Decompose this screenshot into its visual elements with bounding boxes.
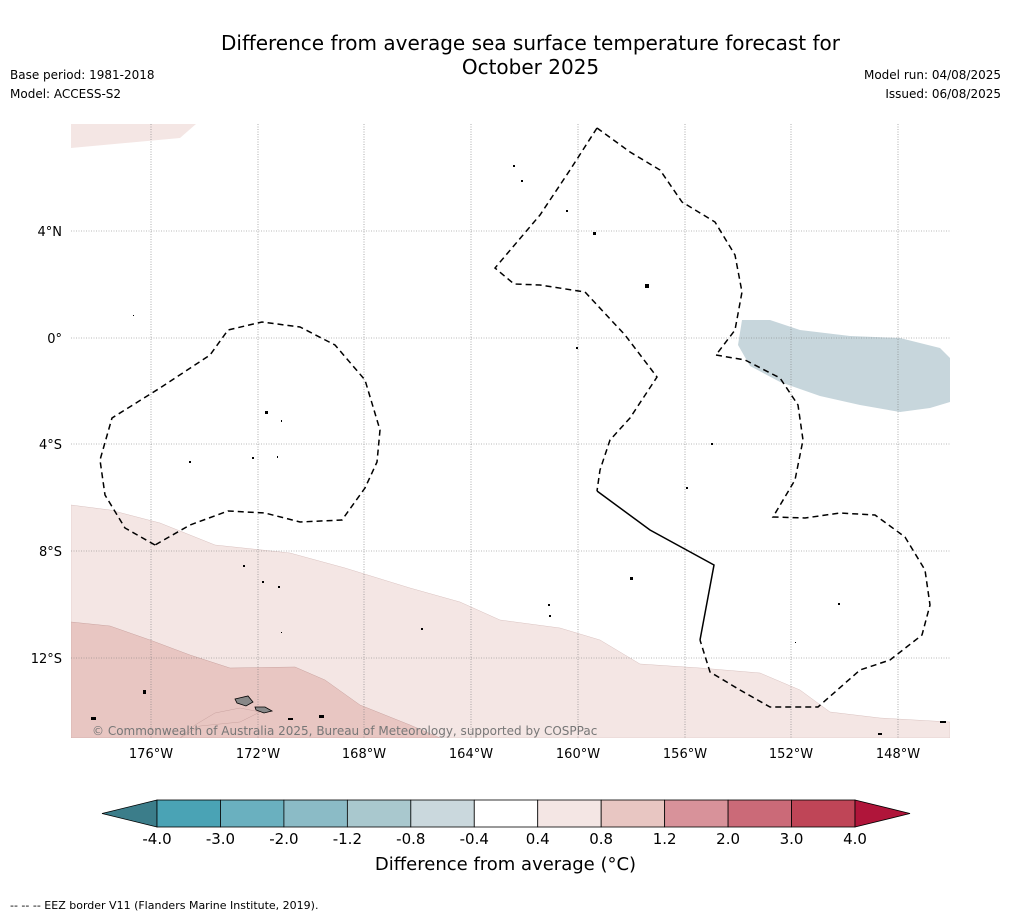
island [566, 210, 568, 212]
island [549, 615, 551, 617]
island [252, 457, 254, 459]
anomaly-region-0.4-0.8-northwest [71, 124, 196, 148]
map-area: © Commonwealth of Australia 2025, Bureau… [71, 124, 950, 738]
island [421, 628, 423, 630]
colorbar-segment [220, 799, 285, 828]
islands [91, 165, 946, 735]
colorbar-tick-label: -0.8 [396, 830, 425, 848]
colorbar-segment [600, 799, 666, 828]
eez-border-north [596, 127, 743, 356]
island [795, 642, 796, 643]
island [593, 232, 596, 235]
island [940, 721, 946, 723]
lon-label: 172°W [236, 747, 280, 762]
meta-right: Model run: 04/08/2025 Issued: 06/08/2025 [864, 66, 1001, 104]
island [243, 565, 245, 567]
island [278, 586, 280, 588]
colorbar-segment [727, 799, 792, 828]
colorbar-segment [283, 799, 348, 828]
meta-left: Base period: 1981-2018 Model: ACCESS-S2 [10, 66, 155, 104]
colorbar-tick-label: 1.2 [653, 830, 677, 848]
island [576, 347, 578, 349]
colorbar-tick-label: 0.8 [589, 830, 613, 848]
gridlines [71, 124, 950, 738]
island [265, 411, 268, 414]
colorbar-segment [473, 799, 539, 828]
lat-label: 0° [47, 332, 62, 347]
lon-label: 168°W [342, 747, 386, 762]
island [645, 284, 649, 288]
island [521, 180, 523, 182]
colorbar-tick-label: -3.0 [206, 830, 235, 848]
island [281, 632, 282, 633]
island [878, 733, 882, 735]
colorbar-tick-label: -0.4 [460, 830, 489, 848]
eez-border-north-west [493, 127, 658, 492]
lat-label: 8°S [39, 545, 62, 560]
eez-border-solid [596, 490, 715, 641]
colorbar-tick-label: -1.2 [333, 830, 362, 848]
island [281, 420, 282, 422]
model-run: Model run: 04/08/2025 [863, 68, 1001, 82]
colorbar-tick-label: 4.0 [843, 830, 867, 848]
lat-label: 4°N [38, 225, 63, 240]
colorbar-over-arrow [854, 799, 911, 828]
model-name: Model: ACCESS-S2 [10, 87, 122, 101]
island [262, 581, 264, 583]
colorbar-segment [791, 799, 856, 828]
chart-title-line1: Difference from average sea surface temp… [220, 31, 840, 55]
eez-footnote: -- -- -- EEZ border V11 (Flanders Marine… [10, 899, 319, 912]
lat-label: 4°S [39, 438, 62, 453]
island [277, 456, 278, 458]
island [288, 718, 293, 720]
lat-label: 12°S [31, 652, 62, 667]
island [686, 487, 688, 489]
island [838, 603, 840, 605]
lon-label: 160°W [556, 747, 600, 762]
lon-label: 152°W [769, 747, 813, 762]
island-samoa-savaii [234, 695, 254, 707]
colorbar-tick-label: 2.0 [716, 830, 740, 848]
chart-title-line2: October 2025 [461, 55, 600, 79]
island [630, 577, 633, 580]
island [319, 715, 324, 718]
anomaly-region-neg-0.8-neg-0.4 [738, 320, 950, 412]
copyright-text: © Commonwealth of Australia 2025, Bureau… [92, 724, 597, 738]
island-samoa-upolu [254, 706, 274, 714]
island [143, 690, 146, 694]
colorbar-segment [346, 799, 412, 828]
issued-date: Issued: 06/08/2025 [885, 87, 1001, 101]
lon-labels: 176°W 172°W 168°W 164°W 160°W 156°W 152°… [129, 747, 920, 762]
island [513, 165, 515, 167]
colorbar-tick-label: -2.0 [269, 830, 298, 848]
eez-border-west [99, 321, 381, 546]
eez-border-east [699, 354, 931, 708]
colorbar-segment [664, 799, 729, 828]
anomaly-region-0.8-1.2 [71, 621, 441, 738]
island [711, 443, 713, 445]
colorbar-segment [410, 799, 475, 828]
island [189, 461, 191, 463]
chart-title: Difference from average sea surface temp… [0, 31, 1011, 79]
island [91, 717, 96, 720]
colorbar-tick-label: 0.4 [526, 830, 550, 848]
colorbar-segment [537, 799, 602, 828]
lon-label: 148°W [876, 747, 920, 762]
lon-label: 164°W [449, 747, 493, 762]
island [548, 604, 550, 606]
island [133, 315, 134, 316]
colorbar-under-arrow [101, 799, 158, 828]
colorbar-tick-label: -4.0 [142, 830, 171, 848]
colorbar-tick-label: 3.0 [780, 830, 804, 848]
colorbar: -4.0 -3.0 -2.0 -1.2 -0.8 -0.4 0.4 0.8 1.2 2.0 3.0 4… [101, 799, 911, 848]
lat-labels: 4°N 0° 4°S 8°S 12°S [31, 225, 62, 667]
colorbar-title: Difference from average (°C) [374, 854, 637, 875]
lon-label: 176°W [129, 747, 173, 762]
eez-borders [99, 127, 931, 708]
base-period: Base period: 1981-2018 [10, 68, 155, 82]
lon-label: 156°W [663, 747, 707, 762]
colorbar-segment [156, 799, 221, 828]
